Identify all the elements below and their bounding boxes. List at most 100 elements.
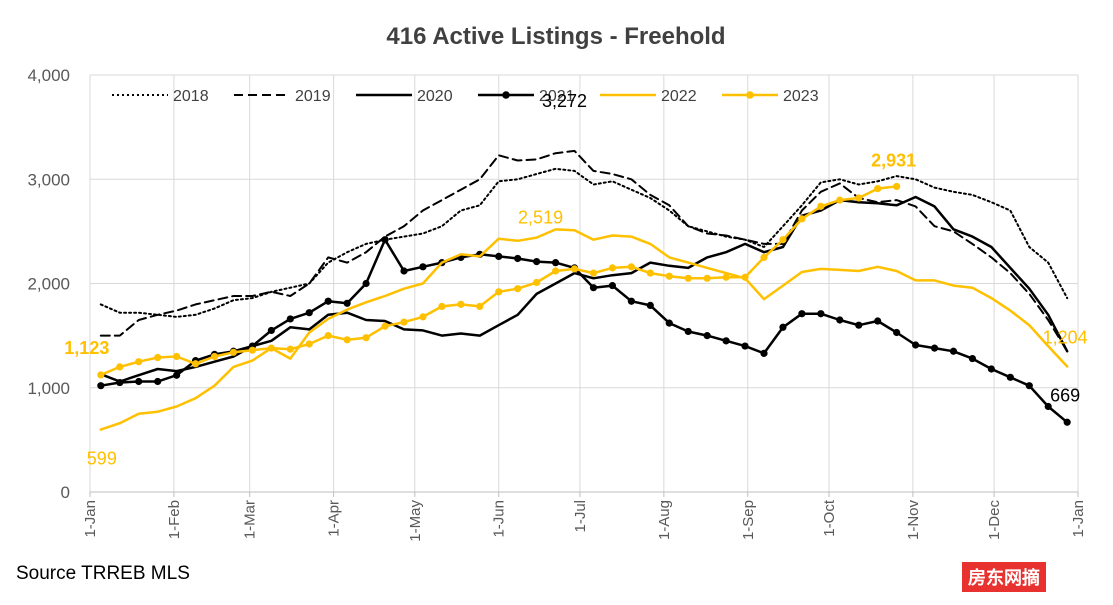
data-point-2023 bbox=[116, 363, 124, 371]
data-point-2021 bbox=[855, 321, 863, 329]
series-line-2018 bbox=[99, 167, 1069, 318]
data-label: 1,204 bbox=[1043, 327, 1088, 347]
data-point-2023 bbox=[551, 267, 560, 275]
data-point-2023 bbox=[665, 272, 673, 280]
data-point-2021 bbox=[116, 378, 124, 387]
data-point-2021 bbox=[173, 371, 181, 379]
data-label: 1,123 bbox=[64, 338, 109, 358]
data-point-2023 bbox=[154, 353, 162, 362]
data-point-2023 bbox=[874, 185, 882, 193]
gridlines bbox=[89, 74, 1079, 492]
data-point-2021 bbox=[703, 332, 711, 340]
data-point-2023 bbox=[836, 196, 844, 204]
data-point-2021 bbox=[911, 341, 920, 349]
data-label: 669 bbox=[1050, 385, 1080, 405]
data-point-2021 bbox=[286, 315, 294, 323]
legend-label: 2018 bbox=[173, 88, 209, 105]
legend: 2018 2019 2020 2021 2022 2023 bbox=[112, 88, 819, 105]
data-point-2021 bbox=[267, 326, 275, 335]
data-point-2023 bbox=[495, 288, 503, 296]
data-point-2023 bbox=[343, 336, 351, 344]
data-point-2021 bbox=[741, 342, 749, 350]
legend-label: 2022 bbox=[661, 88, 697, 105]
data-point-2021 bbox=[893, 328, 901, 337]
data-point-2021 bbox=[779, 323, 787, 331]
y-tick-label: 4,000 bbox=[27, 66, 70, 85]
data-point-2023 bbox=[229, 348, 238, 356]
data-point-2021 bbox=[551, 259, 560, 267]
data-point-2021 bbox=[419, 263, 427, 271]
data-point-2021 bbox=[798, 310, 806, 318]
data-point-2023 bbox=[514, 285, 522, 293]
y-tick-label: 1,000 bbox=[27, 379, 70, 398]
series-line-2019 bbox=[99, 149, 1069, 353]
data-point-2021 bbox=[1063, 418, 1071, 426]
data-point-2023 bbox=[400, 318, 408, 326]
data-point-2021 bbox=[608, 281, 617, 290]
data-point-2021 bbox=[97, 382, 105, 390]
series-line-2022 bbox=[99, 228, 1069, 431]
data-point-2021 bbox=[1025, 382, 1033, 390]
legend-item-2018: 2018 bbox=[112, 88, 209, 105]
x-tick-label: 1-Sep bbox=[740, 500, 757, 540]
legend-marker bbox=[502, 91, 510, 99]
x-tick-label: 1-Jun bbox=[491, 500, 508, 538]
watermark-logo: 房东网摘 bbox=[962, 562, 1046, 592]
data-label: 599 bbox=[87, 449, 117, 469]
data-point-2023 bbox=[381, 322, 389, 330]
data-point-2023 bbox=[191, 360, 200, 368]
data-point-2023 bbox=[267, 344, 275, 352]
x-tick-label: 1-Jan bbox=[82, 500, 99, 538]
data-point-2023 bbox=[362, 334, 370, 342]
x-tick-label: 1-Feb bbox=[166, 500, 183, 539]
data-point-2021 bbox=[968, 354, 977, 363]
data-labels: 3,272 2,519 2,931 1,123 599 669 1,204 bbox=[64, 91, 1087, 469]
data-point-2021 bbox=[627, 297, 635, 305]
x-tick-label: 1-Oct bbox=[821, 499, 838, 537]
data-point-2023 bbox=[476, 302, 484, 311]
x-tick-label: 1-Jul bbox=[572, 500, 589, 533]
data-label: 2,931 bbox=[871, 150, 916, 170]
data-point-2021 bbox=[836, 316, 844, 324]
data-point-2023 bbox=[97, 371, 105, 379]
axes: 0 1,000 2,000 3,000 4,000 1-Jan 1-Feb 1-Mar 1-Ap… bbox=[27, 66, 1087, 542]
data-point-2023 bbox=[248, 346, 257, 354]
series-2018 bbox=[99, 167, 1069, 318]
data-point-2023 bbox=[893, 182, 901, 191]
data-point-2023 bbox=[798, 215, 806, 223]
data-point-2023 bbox=[817, 202, 825, 210]
series-line-2020 bbox=[99, 195, 1069, 383]
series-2023 bbox=[97, 182, 901, 379]
series-2022 bbox=[99, 228, 1069, 431]
chart-title: 416 Active Listings - Freehold bbox=[386, 23, 725, 50]
data-point-2023 bbox=[589, 269, 598, 277]
data-label: 3,272 bbox=[542, 91, 587, 111]
data-point-2023 bbox=[646, 269, 654, 277]
data-point-2021 bbox=[381, 236, 389, 244]
data-point-2023 bbox=[722, 273, 730, 281]
y-tick-label: 3,000 bbox=[27, 170, 70, 189]
data-point-2023 bbox=[419, 313, 427, 321]
data-point-2021 bbox=[495, 252, 503, 260]
legend-label: 2023 bbox=[783, 88, 819, 105]
data-point-2023 bbox=[627, 263, 635, 271]
data-point-2021 bbox=[324, 297, 332, 305]
data-point-2021 bbox=[589, 284, 598, 292]
data-point-2023 bbox=[760, 253, 768, 262]
data-point-2021 bbox=[817, 310, 825, 318]
data-point-2023 bbox=[779, 236, 787, 244]
series-2021 bbox=[97, 236, 1071, 426]
data-point-2021 bbox=[874, 317, 882, 325]
data-point-2023 bbox=[210, 352, 219, 361]
data-point-2023 bbox=[305, 340, 313, 348]
data-point-2023 bbox=[457, 300, 465, 308]
x-tick-label: 1-Nov bbox=[905, 500, 922, 541]
series-2020 bbox=[99, 195, 1069, 383]
legend-marker bbox=[746, 91, 754, 99]
legend-label: 2020 bbox=[417, 88, 453, 105]
legend-label: 2019 bbox=[295, 88, 331, 105]
data-point-2021 bbox=[362, 279, 370, 288]
data-label: 2,519 bbox=[518, 207, 563, 227]
series-line-2021 bbox=[99, 238, 1069, 424]
